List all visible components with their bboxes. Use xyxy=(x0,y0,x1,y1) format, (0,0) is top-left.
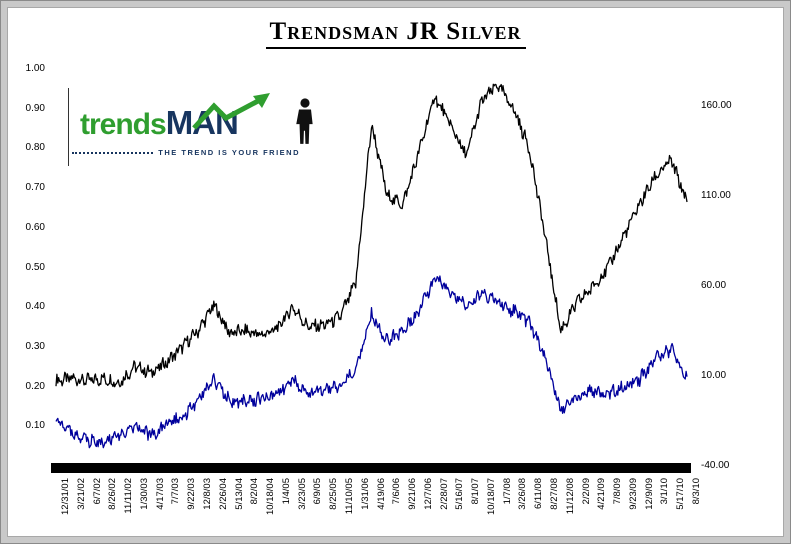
x-axis-date-label: 3/23/05 xyxy=(296,478,308,510)
x-axis-date-label: 4/17/03 xyxy=(154,478,166,510)
x-axis-date-label: 8/2/04 xyxy=(249,478,261,505)
trend-arrow-icon xyxy=(192,93,270,130)
tagline-dots xyxy=(72,151,154,154)
x-axis-date-label: 1/31/06 xyxy=(359,478,371,510)
x-axis-date-label: 10/18/04 xyxy=(265,478,277,515)
y-axis-label-right: 60.00 xyxy=(701,280,727,291)
x-axis-date-label: 2/26/04 xyxy=(217,478,229,510)
x-axis-date-label: 8/25/05 xyxy=(328,478,340,510)
y-axis-label-left: 0.50 xyxy=(25,261,45,273)
x-axis-date-label: 11/11/02 xyxy=(123,478,135,514)
logo-text-trends: trends xyxy=(80,108,167,141)
x-axis-date-label: 11/10/05 xyxy=(343,478,355,515)
y-axis-label-right: 10.00 xyxy=(701,370,727,381)
y-axis-label-left: 0.80 xyxy=(25,142,45,154)
x-axis-date-label: 8/26/02 xyxy=(107,478,119,510)
x-axis-date-label: 1/7/08 xyxy=(501,478,513,505)
x-axis-date-label: 3/21/02 xyxy=(75,478,87,510)
x-axis-date-label: 1/30/03 xyxy=(138,478,150,510)
y-axis-label-left: 0.90 xyxy=(25,102,45,114)
x-axis-date-label: 3/26/08 xyxy=(517,478,529,510)
chart-title: Trendsman JR Silver xyxy=(8,18,783,49)
x-axis-date-label: 8/1/07 xyxy=(470,478,482,505)
x-axis-baseline-bar xyxy=(51,463,691,473)
logo-wordmark: trendsMAN xyxy=(80,93,313,144)
x-axis-date-label: 12/9/09 xyxy=(643,478,655,510)
x-axis-date-label: 6/9/05 xyxy=(312,478,324,505)
x-axis-date-label: 7/7/03 xyxy=(170,478,182,505)
y-axis-label-left: 1.00 xyxy=(25,63,45,74)
y-axis-label-right: 110.00 xyxy=(701,190,731,201)
x-axis-date-label: 9/23/09 xyxy=(627,478,639,510)
y-axis-label-left: 0.70 xyxy=(25,182,45,194)
x-axis-date-label: 12/7/06 xyxy=(422,478,434,510)
y-axis-label-right: 160.00 xyxy=(701,100,732,111)
person-silhouette-icon xyxy=(296,98,313,144)
x-axis-date-label: 12/31/01 xyxy=(60,478,71,515)
y-axis-label-left: 0.10 xyxy=(25,420,45,432)
x-axis-date-label: 12/8/03 xyxy=(201,478,213,510)
x-axis-date-label: 5/16/07 xyxy=(454,478,466,510)
x-axis-date-label: 9/22/03 xyxy=(186,478,198,510)
x-axis-date-label: 7/6/06 xyxy=(391,478,403,505)
x-axis-date-label: 2/2/09 xyxy=(580,478,592,505)
x-axis-date-label: 6/7/02 xyxy=(91,478,103,505)
chart-canvas: Trendsman JR Silver trendsMAN THE TREND … xyxy=(7,7,784,537)
x-axis-date-label: 4/21/09 xyxy=(596,478,608,510)
x-axis-date-label: 8/3/10 xyxy=(691,478,702,505)
x-axis-date-label: 8/27/08 xyxy=(549,478,561,510)
x-axis-date-label: 5/13/04 xyxy=(233,478,245,510)
x-axis-date-label: 3/1/10 xyxy=(659,478,671,505)
chart-title-text: Trendsman JR Silver xyxy=(265,18,526,49)
x-axis-date-label: 11/12/08 xyxy=(564,478,576,515)
x-axis-date-label: 7/8/09 xyxy=(612,478,624,505)
logo-tagline: THE TREND IS YOUR FRIEND xyxy=(158,148,300,157)
series-blue-line xyxy=(55,275,688,449)
x-axis-date-label: 1/4/05 xyxy=(280,478,292,505)
logo-left-rule xyxy=(68,88,69,166)
x-axis-date-label: 6/11/08 xyxy=(533,478,545,509)
y-axis-label-left: 0.30 xyxy=(25,340,45,352)
y-axis-label-left: 0.40 xyxy=(25,301,45,313)
y-axis-label-right: -40.00 xyxy=(701,460,730,471)
brand-logo: trendsMAN THE TREND IS YOUR FRIEND xyxy=(60,86,320,174)
y-axis-label-left: 0.20 xyxy=(25,380,45,392)
plot-area xyxy=(51,83,691,473)
y-axis-label-left: 0.60 xyxy=(25,221,45,233)
x-axis-date-label: 4/19/06 xyxy=(375,478,387,510)
x-axis-date-label: 9/21/06 xyxy=(407,478,419,510)
x-axis-date-label: 2/28/07 xyxy=(438,478,450,510)
logo-tagline-row: THE TREND IS YOUR FRIEND xyxy=(72,148,300,157)
x-axis-date-label: 10/18/07 xyxy=(485,478,497,515)
x-axis-date-label: 5/17/10 xyxy=(675,478,687,510)
series-black-line xyxy=(55,83,688,388)
